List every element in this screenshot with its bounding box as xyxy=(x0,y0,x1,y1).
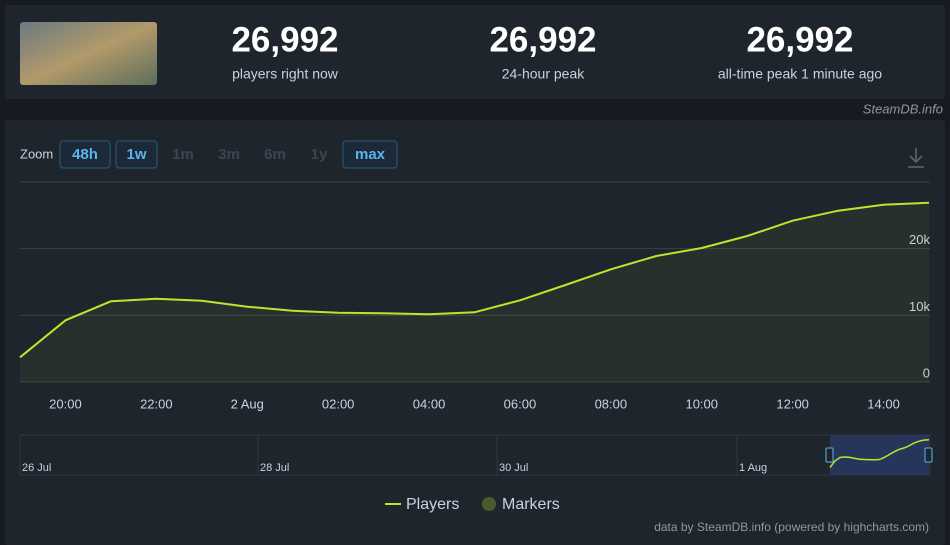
navigator-line xyxy=(829,438,930,469)
zoom-button-label[interactable]: 1w xyxy=(126,146,146,163)
legend-label[interactable]: Players xyxy=(406,496,459,513)
plot: 0 10k 20k 20:00 22:00 2 Aug 02:00 04:00 06:00 08:… xyxy=(19,201,930,411)
x-tick-label: 12:00 xyxy=(776,396,809,411)
stat-label: players right now xyxy=(232,66,339,82)
download-icon[interactable] xyxy=(908,148,924,168)
x-tick-label: 06:00 xyxy=(504,396,537,411)
x-tick-label: 10:00 xyxy=(685,396,718,411)
zoom-button-label[interactable]: 48h xyxy=(72,146,98,163)
navigator-handle[interactable] xyxy=(924,447,933,463)
y-tick-label: 20k xyxy=(909,232,930,247)
stat-label: 24-hour peak xyxy=(502,66,586,82)
zoom-button-label[interactable]: max xyxy=(355,146,386,163)
zoom-button-label[interactable]: 1m xyxy=(172,146,194,163)
zoom-button[interactable] xyxy=(342,140,398,169)
x-tick-label: 22:00 xyxy=(140,396,173,411)
legend-symbol xyxy=(482,497,496,511)
navigator-label: 1 Aug xyxy=(739,462,767,474)
x-tick-label: 08:00 xyxy=(595,396,628,411)
zoom-button[interactable] xyxy=(59,140,111,169)
x-tick-label: 2 Aug xyxy=(231,396,264,411)
legend-label[interactable]: Markers xyxy=(502,496,560,513)
chart-panel xyxy=(5,120,945,545)
area xyxy=(20,202,929,382)
zoom-label: Zoom xyxy=(20,146,53,161)
zoom-buttons: 48h 1w 1m 3m 6m 1y max xyxy=(59,140,398,169)
navigator-selection[interactable] xyxy=(830,435,929,475)
y-tick-label: 0 xyxy=(923,365,930,380)
y-tick-label: 10k xyxy=(909,299,930,314)
stat-value: 26,992 xyxy=(489,20,596,59)
navigator-label: 26 Jul xyxy=(22,462,51,474)
navigator-label: 28 Jul xyxy=(260,462,289,474)
zoom-button-label[interactable]: 6m xyxy=(264,146,286,163)
x-tick-label: 20:00 xyxy=(49,396,82,411)
zoom-button[interactable] xyxy=(115,140,158,169)
line xyxy=(19,201,930,359)
stat-value: 26,992 xyxy=(746,20,853,59)
source[interactable]: SteamDB.info xyxy=(863,101,943,116)
credit[interactable]: data by SteamDB.info (powered by highcha… xyxy=(654,520,929,534)
stat-value: 26,992 xyxy=(231,20,338,59)
x-tick-label: 02:00 xyxy=(322,396,355,411)
navigator-content: 26 Jul 28 Jul 30 Jul 1 Aug xyxy=(22,435,933,475)
legend: Players Markers xyxy=(385,496,560,513)
navigator-label: 30 Jul xyxy=(499,462,528,474)
x-tick-label: 14:00 xyxy=(867,396,900,411)
zoom-button-label[interactable]: 1y xyxy=(311,146,328,163)
zoom-button-label[interactable]: 3m xyxy=(218,146,240,163)
x-tick-label: 04:00 xyxy=(413,396,446,411)
game-thumbnail[interactable] xyxy=(20,22,157,85)
stats-panel xyxy=(5,5,945,99)
stat-label: all-time peak 1 minute ago xyxy=(718,66,882,82)
navigator-handle[interactable] xyxy=(825,447,834,463)
